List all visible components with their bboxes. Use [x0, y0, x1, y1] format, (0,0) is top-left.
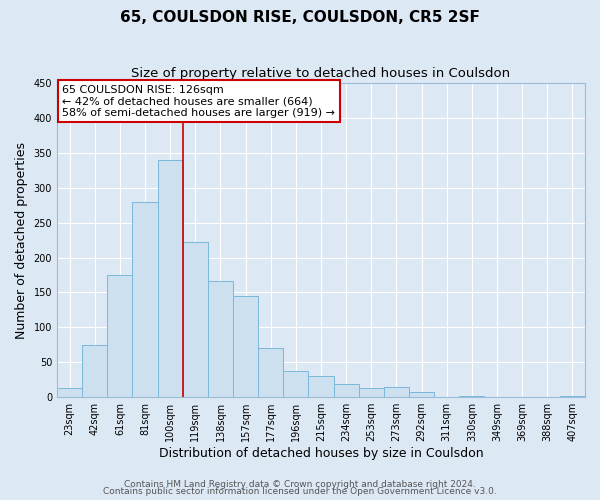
Bar — [233, 296, 258, 397]
Title: Size of property relative to detached houses in Coulsdon: Size of property relative to detached ho… — [131, 68, 511, 80]
Text: Contains public sector information licensed under the Open Government Licence v3: Contains public sector information licen… — [103, 487, 497, 496]
Bar — [409, 392, 434, 397]
Bar — [107, 275, 133, 397]
Bar — [359, 388, 384, 397]
Bar — [57, 388, 82, 397]
Bar — [183, 242, 208, 397]
Bar — [459, 396, 484, 397]
Bar — [258, 348, 283, 397]
Bar — [283, 370, 308, 397]
Bar — [208, 280, 233, 397]
Bar — [133, 202, 158, 397]
Text: Contains HM Land Registry data © Crown copyright and database right 2024.: Contains HM Land Registry data © Crown c… — [124, 480, 476, 489]
Bar — [560, 396, 585, 397]
Bar — [82, 345, 107, 397]
Y-axis label: Number of detached properties: Number of detached properties — [15, 142, 28, 338]
Bar — [158, 160, 183, 397]
Bar — [308, 376, 334, 397]
Text: 65, COULSDON RISE, COULSDON, CR5 2SF: 65, COULSDON RISE, COULSDON, CR5 2SF — [120, 10, 480, 25]
Bar — [334, 384, 359, 397]
Bar — [384, 388, 409, 397]
Text: 65 COULSDON RISE: 126sqm
← 42% of detached houses are smaller (664)
58% of semi-: 65 COULSDON RISE: 126sqm ← 42% of detach… — [62, 84, 335, 118]
X-axis label: Distribution of detached houses by size in Coulsdon: Distribution of detached houses by size … — [159, 447, 484, 460]
